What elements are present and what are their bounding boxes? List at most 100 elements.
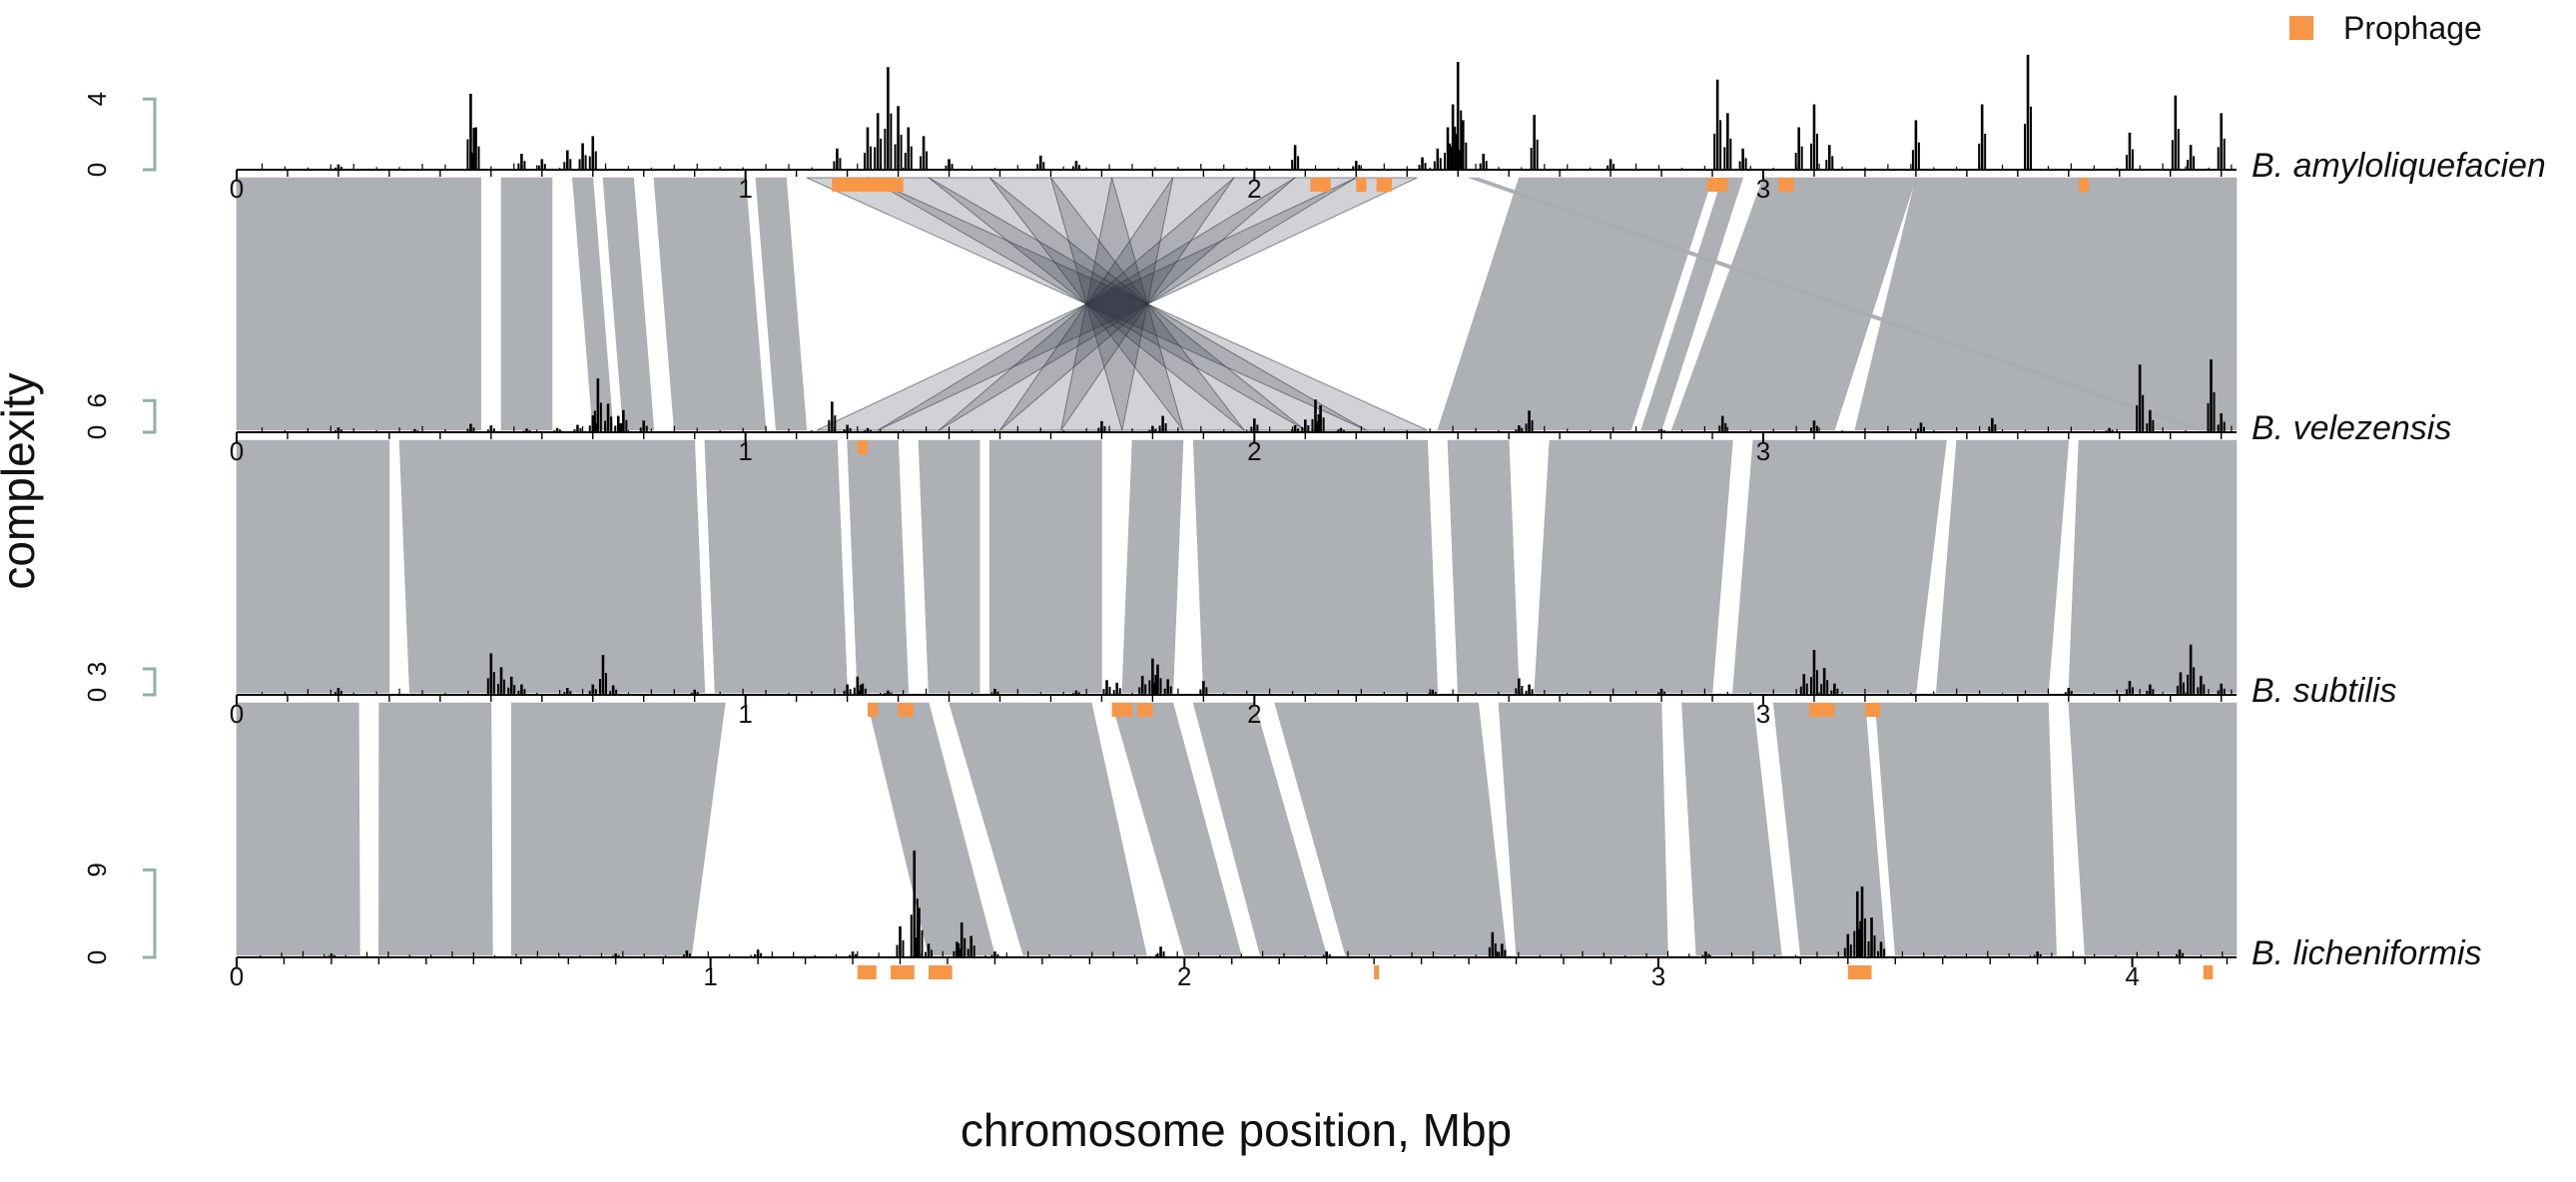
prophage-region [2203, 965, 2214, 979]
inversion-crossings [806, 177, 1428, 431]
synteny-ribbon-2-12 [2068, 702, 2238, 956]
x-tick-label: 2 [1247, 699, 1261, 729]
synteny-ribbon-2-1 [378, 702, 493, 956]
x-tick-label: 3 [1756, 174, 1770, 204]
synteny-ribbon-1-4 [918, 439, 980, 694]
inversion-band-0-9 [816, 177, 1418, 431]
synteny-ribbon-1-0 [236, 439, 390, 694]
synteny-ribbon-2-0 [236, 702, 360, 956]
inversion-band-0-8 [876, 177, 1359, 431]
synteny-ribbon-1-8 [1447, 439, 1520, 694]
synteny-ribbon-1-2 [704, 439, 848, 694]
synteny-ribbon-0-9 [1670, 177, 1917, 431]
x-tick-label: 1 [738, 436, 752, 466]
track-3: 0 1 2 3 4 0 9 B. licheniformis [82, 850, 2482, 991]
x-axis-title: chromosome position, Mbp [961, 1104, 1512, 1156]
x-tick-label: 0 [230, 174, 244, 204]
y-axis-bracket [143, 667, 157, 697]
legend: Prophage [2289, 10, 2482, 46]
legend-label: Prophage [2343, 10, 2482, 46]
prophage-region [1310, 178, 1331, 192]
x-tick-label: 3 [1651, 961, 1665, 991]
y-axis-bracket [143, 398, 157, 434]
prophage-region [1111, 703, 1133, 717]
y-axis-title: complexity [0, 372, 44, 589]
legend-swatch [2289, 16, 2313, 40]
y-tick-label: 6 [82, 393, 112, 407]
x-tick-label: 0 [230, 961, 244, 991]
synteny-ribbon-2-9 [1681, 702, 1782, 956]
y-tick-label: 4 [82, 92, 112, 106]
synteny-ribbon-2-7 [1274, 702, 1508, 956]
synteny-ribbon-1-6 [1121, 439, 1184, 694]
synteny-block-2 [236, 702, 2238, 956]
prophage-region [1778, 178, 1794, 192]
x-tick-label: 0 [230, 699, 244, 729]
prophage-region [857, 965, 877, 979]
species-label: B. velezensis [2252, 409, 2451, 447]
track-1: 0 1 2 3 0 6 B. velezensis [82, 358, 2451, 466]
prophage-region [1137, 703, 1153, 717]
synteny-ribbon-0-4 [653, 177, 767, 431]
prophage-region [1356, 178, 1367, 192]
synteny-ribbon-0-7 [1437, 177, 1713, 431]
x-tick-label: 1 [738, 174, 752, 204]
x-tick-label: 0 [230, 436, 244, 466]
synteny-ribbon-1-11 [1935, 439, 2070, 694]
inversion-block-0 [806, 177, 1428, 431]
x-tick-label: 3 [1756, 436, 1770, 466]
track-0: 0 1 2 3 0 4 B. amyloliquefacien [82, 54, 2546, 204]
synteny-ribbon-0-10 [1854, 177, 2238, 431]
prophage-region [928, 965, 953, 979]
x-tick-label: 4 [2125, 961, 2139, 991]
synteny-ribbon-1-10 [1732, 439, 1947, 694]
x-tick-label: 1 [738, 699, 752, 729]
prophage-region [1376, 178, 1392, 192]
synteny-ribbon-1-9 [1534, 439, 1733, 694]
synteny-ribbon-2-2 [510, 702, 726, 956]
x-tick-label: 3 [1756, 699, 1770, 729]
prophage-region [1808, 703, 1835, 717]
synteny-ribbon-1-1 [398, 439, 706, 694]
synteny-ribbon-0-3 [602, 177, 655, 431]
synteny-ribbon-0-2 [572, 177, 614, 431]
prophage-region [898, 703, 914, 717]
prophage-region [857, 440, 868, 454]
genome-tracks: 0 1 2 3 0 4 B. amyloliquefacien 0 1 2 3 0 6 B. veleze… [82, 54, 2546, 991]
x-tick-label: 1 [703, 961, 717, 991]
prophage-region [1864, 703, 1881, 717]
synteny-ribbon-2-11 [1874, 702, 2057, 956]
y-tick-label: 0 [82, 950, 112, 964]
track-2: 0 1 2 3 0 3 B. subtilis [82, 644, 2397, 729]
synteny-ribbon-2-4 [949, 702, 1147, 956]
y-tick-label: 0 [82, 688, 112, 702]
prophage-region [2079, 178, 2090, 192]
x-tick-label: 2 [1247, 174, 1261, 204]
prophage-region [867, 703, 879, 717]
prophage-region [1847, 965, 1872, 979]
species-label: B. licheniformis [2252, 934, 2482, 972]
synteny-ribbon-1-12 [2068, 439, 2238, 694]
x-tick-label: 2 [1247, 436, 1261, 466]
synteny-ribbon-2-8 [1498, 702, 1668, 956]
y-axis-bracket [143, 97, 157, 172]
species-label: B. subtilis [2252, 672, 2397, 710]
prophage-region [1374, 965, 1380, 979]
y-tick-label: 3 [82, 662, 112, 676]
y-tick-label: 9 [82, 863, 112, 877]
x-tick-label: 2 [1177, 961, 1191, 991]
prophage-region [891, 965, 915, 979]
synteny-ribbon-1-5 [989, 439, 1102, 694]
synteny-ribbons [236, 177, 2238, 956]
synteny-block-1 [236, 439, 2238, 694]
prophage-region [832, 178, 904, 192]
synteny-ribbon-1-7 [1192, 439, 1439, 694]
y-tick-label: 0 [82, 425, 112, 439]
synteny-ribbon-1-3 [847, 439, 910, 694]
inversion-band-0-7 [937, 177, 1297, 431]
y-tick-label: 0 [82, 163, 112, 177]
y-axis-bracket [143, 868, 157, 959]
synteny-ribbon-2-10 [1772, 702, 1887, 956]
synteny-ribbon-0-0 [236, 177, 481, 431]
